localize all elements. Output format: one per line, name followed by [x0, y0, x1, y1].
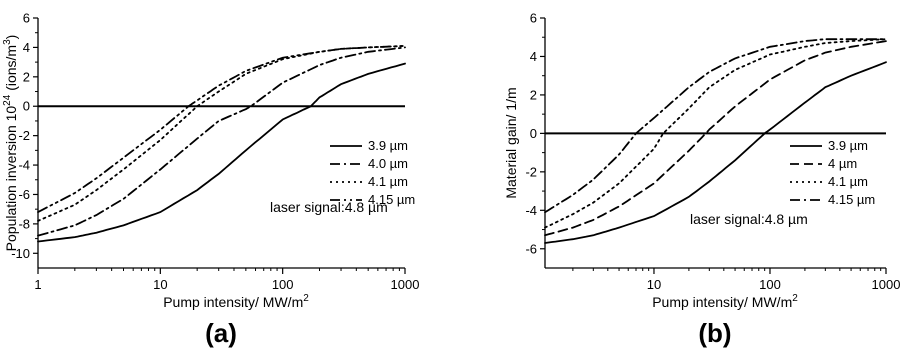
series-line-3: [37, 45, 406, 222]
y-tick-label: 2: [23, 69, 30, 84]
series-line-2: [544, 40, 887, 237]
x-tick-label: 1000: [391, 277, 420, 292]
series-line-3: [544, 38, 887, 229]
panel-label: (a): [205, 318, 237, 348]
y-tick-label: -4: [525, 203, 537, 218]
series-line-2: [37, 46, 406, 237]
x-axis-label: Pump intensity/ MW/m2: [652, 293, 798, 310]
y-tick-label: 0: [530, 126, 537, 141]
y-tick-label: -2: [18, 128, 30, 143]
x-axis-label-text: Pump intensity/ MW/m: [652, 294, 792, 310]
x-axis-label: Pump intensity/ MW/m2: [163, 293, 309, 310]
annotation-text: laser signal:4.8 µm: [690, 211, 808, 227]
y-tick-label: 4: [23, 40, 30, 55]
y-tick-label: 2: [530, 87, 537, 102]
y-axis-label: Material gain/ 1/m: [503, 87, 519, 198]
y-tick-label: 6: [23, 11, 30, 26]
legend-label: 4.0 µm: [368, 156, 408, 171]
x-tick-label: 1: [34, 277, 41, 292]
y-axis-label: Population inversion 1024 (ions/m3): [2, 35, 19, 252]
y-axis-label-sup: 24: [2, 94, 13, 106]
annotation-text: laser signal:4.8 µm: [270, 199, 388, 215]
panel-label: (b): [698, 318, 731, 348]
x-tick-label: 1000: [872, 277, 901, 292]
series-line-4: [37, 45, 406, 213]
chart-panel-2: -6 -4 -2 0 2 4 6 10 100 1000 3.9 µm 4 µm 4.1 µm 4.15 …: [503, 11, 900, 349]
y-tick-label: -6: [525, 241, 537, 256]
x-tick-label: 100: [759, 277, 781, 292]
y-tick-label: -6: [18, 187, 30, 202]
legend-label: 3.9 µm: [828, 138, 868, 153]
y-axis-label-unit: (ions/m: [3, 45, 19, 95]
x-tick-label: 10: [647, 277, 661, 292]
series-line-1: [544, 61, 887, 244]
y-axis-label-text: Population inversion 10: [3, 106, 19, 252]
legend-label: 4.1 µm: [368, 174, 408, 189]
x-axis-label-sup: 2: [303, 293, 309, 304]
series-line-1: [37, 62, 406, 243]
legend-label: 4.1 µm: [828, 174, 868, 189]
legend-label: 4 µm: [828, 156, 857, 171]
y-axis-label-text: Material gain/ 1/m: [503, 87, 519, 198]
legend-label: 4.15 µm: [368, 192, 415, 207]
y-tick-label: -10: [11, 246, 30, 261]
y-tick-label: 0: [23, 99, 30, 114]
x-axis-label-sup: 2: [792, 293, 798, 304]
legend-label: 4.15 µm: [828, 192, 875, 207]
y-axis-label-end: ): [3, 35, 19, 40]
y-tick-label: 6: [530, 11, 537, 26]
y-tick-label: -2: [525, 164, 537, 179]
y-axis-label-unit-sup: 3: [2, 39, 13, 45]
x-axis-label-text: Pump intensity/ MW/m: [163, 294, 303, 310]
y-tick-label: -4: [18, 158, 30, 173]
series-line-4: [544, 38, 887, 214]
x-tick-label: 100: [272, 277, 294, 292]
x-tick-label: 10: [153, 277, 167, 292]
legend-label: 3.9 µm: [368, 138, 408, 153]
y-tick-label: 4: [530, 49, 537, 64]
y-tick-label: -8: [18, 216, 30, 231]
